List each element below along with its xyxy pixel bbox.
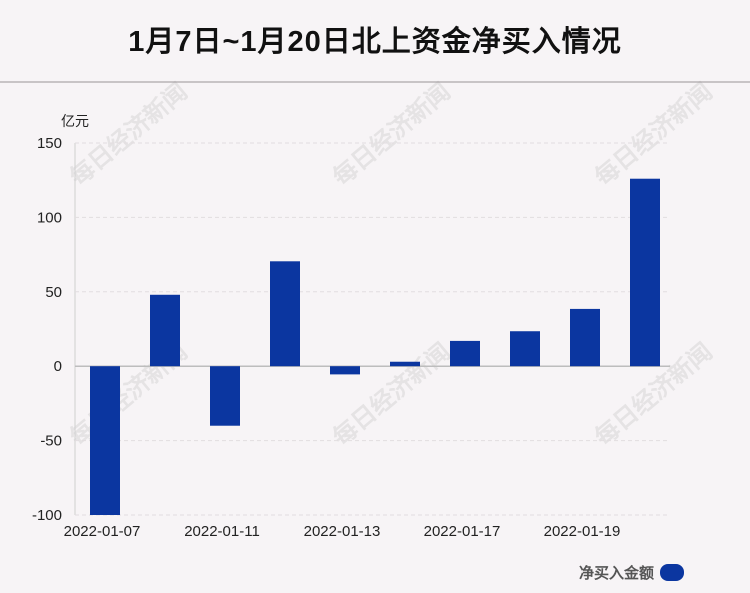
y-tick-label: -100 (32, 507, 62, 524)
y-tick-label: 0 (54, 358, 62, 375)
bar (210, 366, 240, 426)
y-tick-label: -50 (40, 433, 62, 450)
bar (270, 261, 300, 367)
legend-label: 净买入金额 (578, 565, 654, 582)
y-tick-label: 100 (37, 209, 62, 226)
bar (330, 366, 360, 375)
legend: 净买入金额 (579, 562, 684, 583)
y-tick-label: 150 (37, 135, 62, 152)
bar (150, 294, 180, 367)
x-tick-label: 2022-01-13 (304, 523, 381, 540)
x-tick-label: 2022-01-07 (64, 523, 141, 540)
bar (570, 308, 600, 367)
legend-swatch (660, 564, 684, 581)
x-tick-label: 2022-01-11 (184, 523, 260, 540)
bar (390, 361, 420, 367)
y-tick-label: 50 (45, 284, 62, 301)
y-axis-unit-label: 亿元 (61, 114, 89, 130)
chart-title: 1月7日~1月20日北上资金净买入情况 (128, 26, 622, 58)
title-divider (0, 81, 750, 83)
bar (510, 331, 540, 367)
bar (90, 366, 120, 515)
bar (630, 178, 660, 367)
x-tick-label: 2022-01-17 (424, 523, 501, 540)
bar (450, 340, 480, 367)
x-tick-label: 2022-01-19 (544, 523, 621, 540)
